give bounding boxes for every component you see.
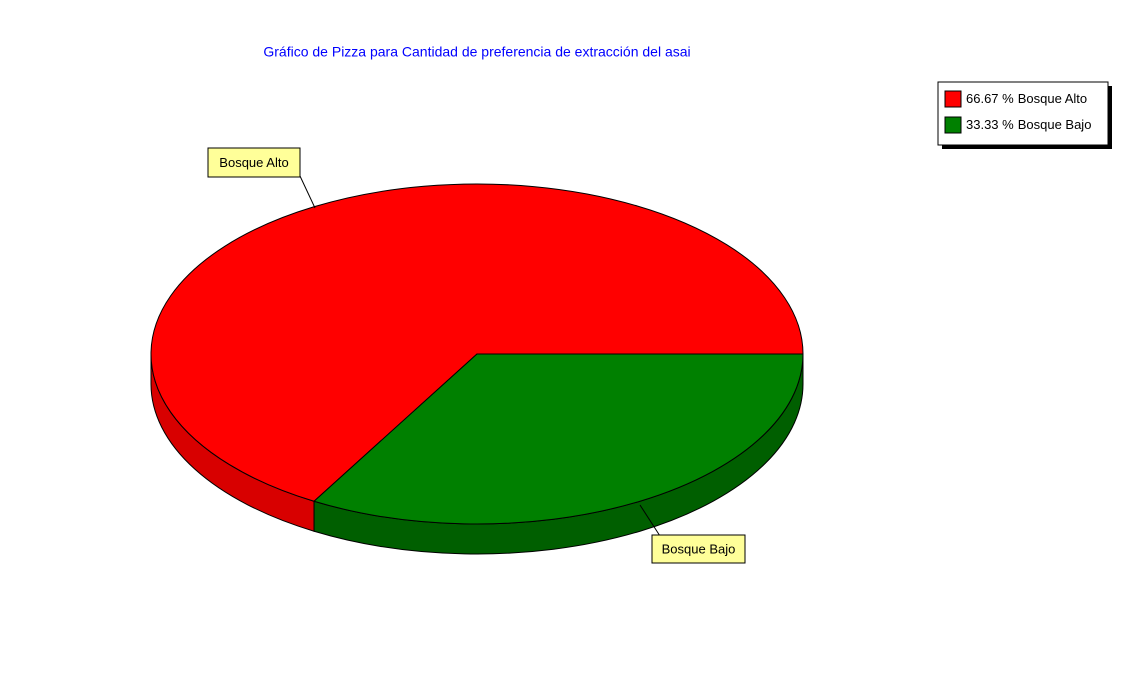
legend-swatch bbox=[944, 116, 962, 134]
legend-label: 33.33 % Bosque Bajo bbox=[966, 117, 1091, 132]
callout-line bbox=[639, 504, 661, 537]
callout-box bbox=[651, 534, 746, 564]
callout-line bbox=[299, 175, 316, 209]
legend-value: 66.67 % bbox=[966, 91, 1014, 106]
pie-slice bbox=[313, 353, 804, 525]
legend-value: 33.33 % bbox=[966, 117, 1014, 132]
legend-box bbox=[937, 81, 1109, 146]
legend-swatch bbox=[944, 90, 962, 108]
legend-name: Bosque Alto bbox=[1018, 91, 1087, 106]
callout-label: Bosque Alto bbox=[219, 155, 288, 170]
chart-title: Gráfico de Pizza para Cantidad de prefer… bbox=[263, 44, 690, 60]
legend-name: Bosque Bajo bbox=[1018, 117, 1092, 132]
legend-label: 66.67 % Bosque Alto bbox=[966, 91, 1087, 106]
callout-box bbox=[207, 147, 301, 178]
callout-label: Bosque Bajo bbox=[662, 541, 736, 556]
